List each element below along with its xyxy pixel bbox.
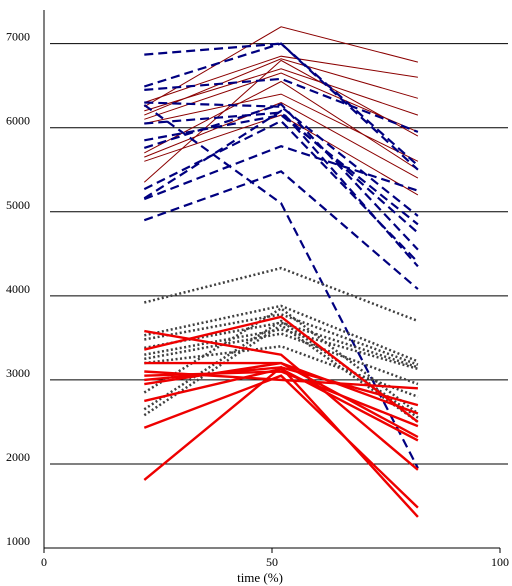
tick-labels: 1000 2000 3000 4000 5000 6000 7000 0 50 100 — [6, 30, 509, 569]
y-tick-label: 4000 — [6, 282, 30, 296]
series-line-dashed-7 — [144, 113, 419, 226]
x-tick-label: 100 — [491, 555, 509, 569]
series-line-thin-solid-2 — [144, 55, 418, 103]
series-line-thick-solid-5 — [144, 370, 419, 428]
series-line-dashed-11 — [143, 145, 419, 201]
series-line-dotted-3 — [144, 313, 419, 366]
series-line-thin-solid-1 — [144, 26, 419, 108]
series-line-dashed-6 — [144, 111, 419, 234]
series-line-dotted-1 — [143, 266, 419, 323]
series-line-thin-solid-10 — [143, 59, 419, 183]
series-group-dashed — [143, 42, 419, 469]
series-line-dotted-10 — [143, 323, 419, 423]
series-line-thick-solid-2 — [144, 315, 419, 423]
series-line-thin-solid-6 — [144, 93, 419, 162]
series-line-dashed-1 — [144, 42, 419, 167]
y-tick-label: 7000 — [6, 30, 30, 44]
series-line-thin-solid-7 — [144, 80, 419, 171]
y-tick-label: 1000 — [6, 534, 30, 548]
series-line-dashed-2 — [143, 42, 419, 171]
series-line-dashed-8 — [143, 102, 419, 251]
series-line-thick-solid-7 — [144, 361, 419, 415]
series-line-dotted-2 — [144, 304, 419, 363]
series-line-thick-solid-10 — [143, 365, 419, 518]
series-line-dotted-5 — [144, 328, 419, 371]
y-tick-label: 6000 — [6, 114, 30, 128]
y-tick-label: 2000 — [6, 450, 30, 464]
series-line-thick-solid-9 — [143, 374, 419, 509]
series-line-dashed-9 — [143, 119, 419, 263]
series-line-thin-solid-9 — [144, 114, 419, 196]
series-line-dashed-3 — [144, 77, 419, 133]
y-tick-label: 3000 — [6, 366, 30, 380]
x-axis-title: time (%) — [237, 570, 283, 585]
x-tick-label: 0 — [41, 555, 47, 569]
series-layer — [143, 26, 419, 518]
series-line-dashed-10 — [143, 109, 419, 268]
series-line-dotted-6 — [144, 332, 419, 386]
x-tick-label: 50 — [266, 555, 278, 569]
axes — [43, 10, 501, 553]
series-line-dotted-8 — [143, 306, 419, 415]
series-line-thin-solid-3 — [144, 58, 419, 116]
series-group-thick-solid — [143, 315, 419, 518]
series-line-dashed-4 — [144, 101, 419, 217]
series-line-dashed-12 — [143, 170, 419, 290]
series-line-thin-solid-4 — [144, 68, 419, 116]
y-tick-label: 5000 — [6, 198, 30, 212]
